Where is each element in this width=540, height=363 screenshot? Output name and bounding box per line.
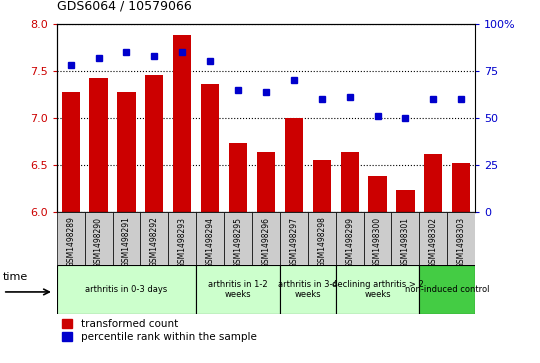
- Bar: [201, 84, 219, 212]
- Bar: [173, 35, 191, 212]
- Bar: [196, 212, 224, 265]
- Bar: [341, 152, 359, 212]
- Bar: [280, 212, 308, 265]
- Bar: [420, 212, 447, 265]
- Text: GSM1498298: GSM1498298: [318, 217, 326, 268]
- Bar: [140, 212, 168, 265]
- Bar: [224, 212, 252, 265]
- Bar: [285, 118, 303, 212]
- Text: GSM1498295: GSM1498295: [233, 217, 242, 268]
- Bar: [336, 212, 363, 265]
- Bar: [447, 212, 475, 265]
- Bar: [196, 265, 280, 314]
- Bar: [229, 143, 247, 212]
- Bar: [57, 212, 85, 265]
- Text: arthritis in 1-2
weeks: arthritis in 1-2 weeks: [208, 280, 268, 299]
- Text: GSM1498296: GSM1498296: [261, 217, 271, 268]
- Bar: [62, 91, 80, 212]
- Text: GDS6064 / 10579066: GDS6064 / 10579066: [57, 0, 192, 13]
- Legend: transformed count, percentile rank within the sample: transformed count, percentile rank withi…: [62, 319, 256, 342]
- Bar: [117, 91, 136, 212]
- Bar: [280, 265, 336, 314]
- Bar: [145, 74, 164, 212]
- Bar: [336, 265, 420, 314]
- Text: GSM1498292: GSM1498292: [150, 217, 159, 268]
- Bar: [57, 265, 196, 314]
- Bar: [85, 212, 112, 265]
- Bar: [396, 190, 415, 212]
- Bar: [452, 163, 470, 212]
- Bar: [313, 159, 331, 212]
- Text: GSM1498297: GSM1498297: [289, 217, 298, 268]
- Bar: [420, 265, 475, 314]
- Bar: [363, 212, 392, 265]
- Text: declining arthritis > 2
weeks: declining arthritis > 2 weeks: [332, 280, 423, 299]
- Text: arthritis in 3-4
weeks: arthritis in 3-4 weeks: [278, 280, 338, 299]
- Text: GSM1498291: GSM1498291: [122, 217, 131, 268]
- Bar: [424, 154, 442, 212]
- Text: GSM1498303: GSM1498303: [457, 217, 465, 268]
- Text: GSM1498302: GSM1498302: [429, 217, 438, 268]
- Bar: [252, 212, 280, 265]
- Bar: [257, 152, 275, 212]
- Bar: [308, 212, 336, 265]
- Text: GSM1498294: GSM1498294: [206, 217, 214, 268]
- Bar: [112, 212, 140, 265]
- Text: non-induced control: non-induced control: [405, 285, 490, 294]
- Bar: [90, 78, 107, 212]
- Bar: [392, 212, 420, 265]
- Text: GSM1498300: GSM1498300: [373, 217, 382, 268]
- Text: GSM1498299: GSM1498299: [345, 217, 354, 268]
- Text: GSM1498301: GSM1498301: [401, 217, 410, 268]
- Text: time: time: [3, 272, 28, 282]
- Text: GSM1498293: GSM1498293: [178, 217, 187, 268]
- Text: arthritis in 0-3 days: arthritis in 0-3 days: [85, 285, 167, 294]
- Text: GSM1498290: GSM1498290: [94, 217, 103, 268]
- Bar: [168, 212, 196, 265]
- Bar: [368, 176, 387, 212]
- Text: GSM1498289: GSM1498289: [66, 217, 75, 268]
